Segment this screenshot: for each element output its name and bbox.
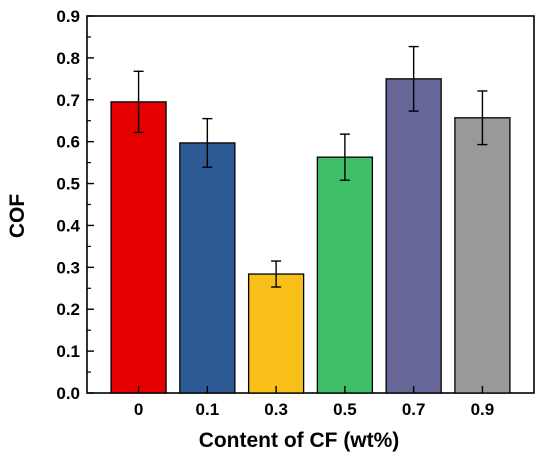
y-tick-label: 0.5 <box>56 175 80 194</box>
y-axis-title: COF <box>6 194 29 239</box>
y-tick-label: 0.4 <box>56 216 80 235</box>
bar-0.7 <box>385 78 442 394</box>
bar-0 <box>110 101 167 394</box>
x-tick-label: 0.7 <box>402 400 426 419</box>
x-tick-label: 0.3 <box>264 400 288 419</box>
error-bar-0.5 <box>339 133 350 181</box>
y-tick-label: 0.9 <box>56 7 80 26</box>
error-bar-0.9 <box>477 90 488 146</box>
x-tick-label: 0 <box>134 400 143 419</box>
x-axis-title: Content of CF (wt%) <box>199 429 400 452</box>
x-tick-label: 0.1 <box>196 400 220 419</box>
x-axis: 0 0.1 0.3 0.5 0.7 0.9 <box>134 386 494 419</box>
y-tick-label: 0.8 <box>56 49 80 68</box>
y-tick-label: 0.6 <box>56 133 80 152</box>
y-tick-label: 0.1 <box>56 342 80 361</box>
bar-0.3 <box>247 273 305 394</box>
bar-0.5 <box>316 156 374 394</box>
y-tick-label: 0.0 <box>56 384 80 403</box>
error-bar-0.3 <box>271 260 282 288</box>
error-bar-0 <box>133 70 144 134</box>
x-tick-label: 0.5 <box>333 400 357 419</box>
y-axis: 0.0 0.1 0.2 0.3 0.4 0.5 0.6 0.7 0.8 0.9 <box>56 7 94 403</box>
y-tick-label: 0.2 <box>56 300 80 319</box>
error-bar-0.1 <box>202 117 213 168</box>
y-tick-label: 0.7 <box>56 91 80 110</box>
bar-0.1 <box>179 142 236 394</box>
bars-group <box>110 78 511 394</box>
bar-0.9 <box>454 117 511 394</box>
y-tick-label: 0.3 <box>56 258 80 277</box>
error-bars-group <box>133 45 488 288</box>
error-bar-0.7 <box>408 45 419 112</box>
x-tick-label: 0.9 <box>471 400 495 419</box>
